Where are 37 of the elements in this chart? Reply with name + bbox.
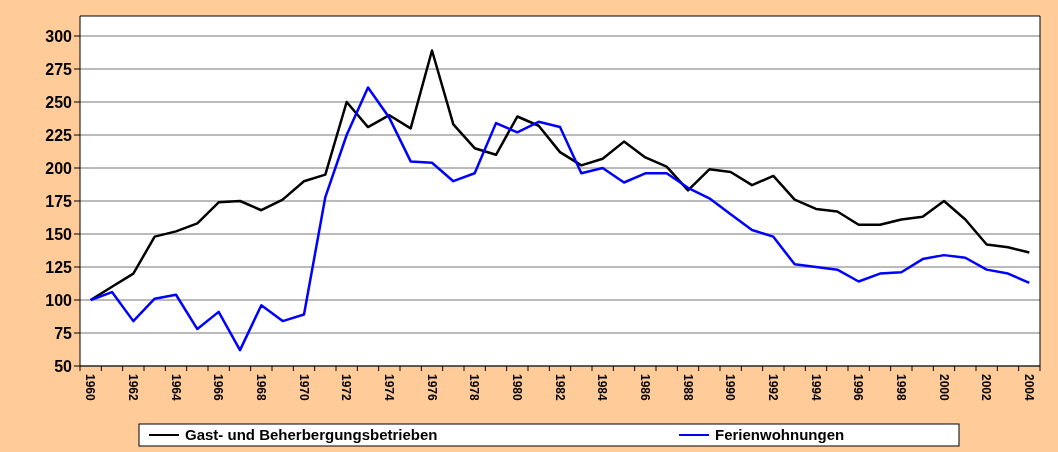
x-tick-label: 1980 bbox=[510, 374, 525, 402]
y-tick-label: 275 bbox=[45, 60, 73, 78]
x-tick-label: 1972 bbox=[339, 374, 354, 402]
x-tick-label: 1978 bbox=[467, 374, 482, 402]
x-tick-label: 1996 bbox=[851, 374, 866, 402]
x-tick-label: 2004 bbox=[1022, 374, 1037, 402]
legend-label: Gast- und Beherbergungsbetrieben bbox=[185, 426, 438, 444]
x-tick-label: 1974 bbox=[382, 374, 397, 402]
x-tick-label: 1998 bbox=[894, 374, 909, 402]
y-tick-label: 100 bbox=[45, 291, 73, 309]
x-tick-label: 2002 bbox=[979, 374, 994, 402]
y-tick-label: 125 bbox=[45, 258, 73, 276]
y-tick-label: 75 bbox=[54, 324, 73, 342]
y-tick-label: 225 bbox=[45, 126, 73, 144]
y-tick-label: 300 bbox=[45, 27, 73, 45]
x-tick-label: 1994 bbox=[808, 374, 823, 402]
x-tick-label: 2000 bbox=[936, 374, 951, 402]
x-tick-label: 1984 bbox=[595, 374, 610, 402]
x-tick-label: 1986 bbox=[638, 374, 653, 402]
x-tick-label: 1970 bbox=[296, 374, 311, 402]
legend-label: Ferienwohnungen bbox=[715, 426, 845, 444]
x-tick-label: 1992 bbox=[766, 374, 781, 402]
y-tick-label: 250 bbox=[45, 93, 73, 111]
x-tick-label: 1988 bbox=[680, 374, 695, 402]
y-tick-label: 200 bbox=[45, 159, 73, 177]
x-tick-label: 1982 bbox=[552, 374, 567, 402]
x-tick-label: 1990 bbox=[723, 374, 738, 402]
x-tick-label: 1966 bbox=[211, 374, 226, 402]
x-tick-label: 1964 bbox=[168, 374, 183, 402]
y-tick-label: 175 bbox=[45, 192, 73, 210]
line-series bbox=[89, 86, 1031, 352]
x-tick-label: 1976 bbox=[424, 374, 439, 402]
x-tick-label: 1968 bbox=[254, 374, 269, 402]
y-tick-label: 50 bbox=[54, 357, 73, 375]
x-tick-label: 1960 bbox=[83, 374, 98, 402]
x-tick-label: 1962 bbox=[126, 374, 141, 402]
y-tick-label: 150 bbox=[45, 225, 73, 243]
